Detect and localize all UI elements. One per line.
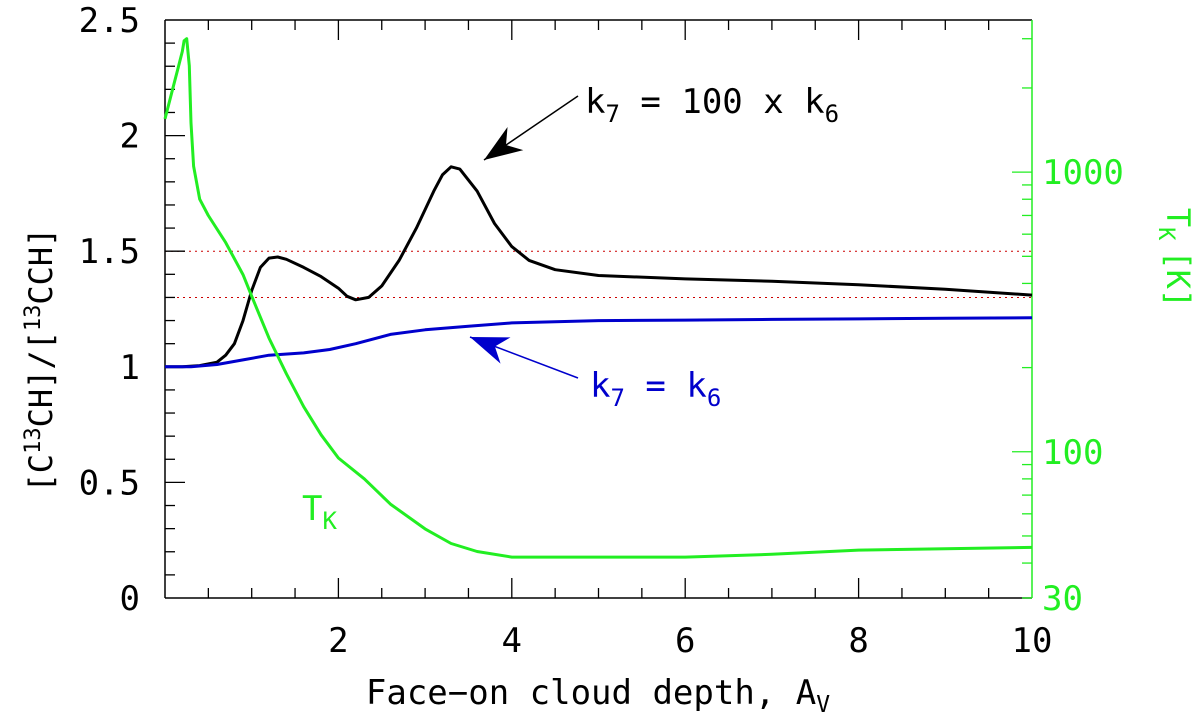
series-k7-k6 [165,316,1033,369]
x-tick-label: 2 [328,621,348,661]
arrow-k7-k6-head [470,337,511,364]
series-tk [163,37,1033,559]
label-k7-k6: k7 = k6 [590,366,721,412]
x-tick-label: 10 [1012,621,1053,661]
x-tick-label: 4 [502,621,522,661]
label-k7-100k6: k7 = 100 x k6 [585,82,839,128]
y-tick-label: 1.5 [79,232,140,272]
y-tick-label: 1 [120,348,140,388]
x-ticks: 2 4 6 8 10 [207,20,1053,661]
x-tick-label: 8 [848,621,868,661]
annotations: k7 = 100 x k6 k7 = k6 TK [302,82,839,535]
x-axis-label: Face−on cloud depth, AV [366,673,830,718]
y-right-tick-label: 100 [1042,433,1103,473]
arrow-k7-100k6-head [484,127,524,160]
series-lines [163,37,1033,559]
y-right-tick-label: 30 [1042,579,1083,619]
y-tick-label: 2 [120,117,140,157]
series-k7-100k6 [165,165,1033,369]
y-axis-label-right: TK[K] [1153,208,1197,308]
y-ticks-left: 0 0.5 1 1.5 2 2.5 [79,1,185,619]
y-tick-label: 0 [120,579,140,619]
y-axis-label-left: [C13CH]/[13CCH] [21,228,60,493]
label-tk: TK [302,489,337,535]
y-right-tick-label: 1000 [1042,153,1124,193]
y-ticks-right: 30 100 1000 [1012,38,1124,619]
x-tick-label: 6 [675,621,695,661]
y-tick-label: 0.5 [79,463,140,503]
reference-lines [165,250,1032,298]
y-tick-label: 2.5 [79,1,140,41]
